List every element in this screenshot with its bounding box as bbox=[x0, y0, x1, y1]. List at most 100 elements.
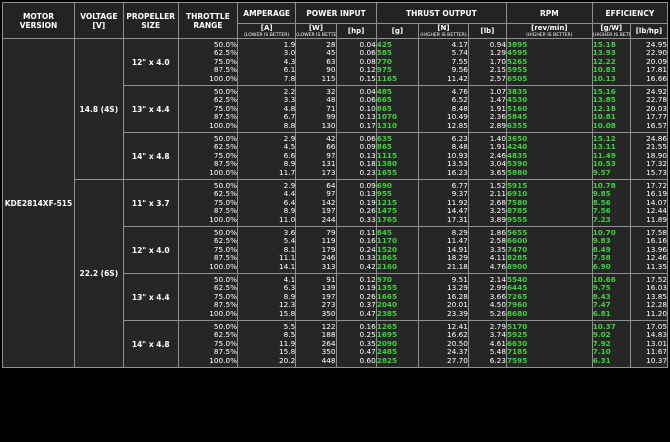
throttle-value: 87.5% bbox=[213, 159, 238, 169]
rpm-value: 5160 bbox=[506, 103, 528, 113]
grams-value: 1355 bbox=[376, 283, 398, 293]
hp-value: 0.15 bbox=[359, 73, 376, 83]
amps-value: 5.5 bbox=[283, 321, 296, 331]
gw-cell: 15.16 13.85 12.18 10.81 10.08 bbox=[591, 85, 631, 133]
watts-value: 244 bbox=[321, 214, 336, 224]
lbhp-value: 13.01 bbox=[646, 338, 667, 348]
throttle-value: 87.5% bbox=[213, 347, 238, 357]
amps-value: 4.4 bbox=[283, 189, 296, 199]
throttle-value: 100.0% bbox=[209, 167, 238, 177]
gw-value: 13.11 bbox=[592, 142, 616, 152]
amps-value: 7.8 bbox=[283, 73, 296, 83]
lbhp-cell: 17.52 16.03 13.85 12.28 11.20 bbox=[629, 273, 669, 321]
table-row: 22.2 (6S) 11" x 3.7 50.0% 62.5% 75.0% 87.5% 10… bbox=[3, 179, 669, 368]
watts-value: 264 bbox=[321, 338, 336, 348]
table-row: 14" x 4.8 50.0% 62.5% 75.0% 87.5% 100.0% 2.9 4.… bbox=[3, 132, 669, 180]
pounds-value: 2.68 bbox=[489, 197, 506, 207]
hp-cell: 0.12 0.19 0.26 0.37 0.47 bbox=[335, 273, 377, 321]
pounds-value: 1.91 bbox=[489, 103, 506, 113]
amps-value: 11.7 bbox=[279, 167, 296, 177]
amps-value: 15.8 bbox=[279, 308, 296, 318]
pounds-value: 2.36 bbox=[489, 112, 506, 122]
newtons-value: 20.01 bbox=[446, 300, 468, 310]
gw-value: 10.08 bbox=[592, 120, 616, 130]
lbhp-value: 18.90 bbox=[646, 150, 667, 160]
pounds-value: 2.99 bbox=[489, 283, 506, 293]
gw-value: 9.83 bbox=[592, 236, 611, 246]
table-row: KDE2814XF-515 14.8 (4S) 12" x 4.0 50.0% 62.5… bbox=[2, 38, 669, 368]
rpm-value: 6445 bbox=[506, 283, 528, 293]
rpm-value: 5265 bbox=[506, 56, 528, 66]
newtons-value: 11.47 bbox=[446, 236, 468, 246]
throttle-value: 87.5% bbox=[213, 300, 238, 310]
hp-value: 0.37 bbox=[359, 300, 376, 310]
watts-value: 79 bbox=[326, 227, 336, 237]
grams-value: 2160 bbox=[376, 261, 398, 271]
grams-value: 2485 bbox=[376, 347, 398, 357]
grams-value: 665 bbox=[376, 95, 392, 105]
watts-cell: 79 119 179 246 313 bbox=[295, 226, 337, 274]
throttle-value: 62.5% bbox=[213, 283, 238, 293]
watts-value: 350 bbox=[321, 347, 336, 357]
hp-value: 0.11 bbox=[359, 227, 376, 237]
throttle-value: 50.0% bbox=[213, 86, 238, 96]
amps-value: 3.6 bbox=[283, 227, 296, 237]
gw-value: 13.93 bbox=[592, 48, 616, 58]
amps-cell: 2.2 3.3 4.8 6.7 8.8 bbox=[237, 85, 297, 133]
gw-value: 12.22 bbox=[592, 56, 616, 66]
grams-value: 845 bbox=[376, 227, 392, 237]
pounds-value: 1.52 bbox=[489, 180, 506, 190]
newtons-value: 9.51 bbox=[451, 274, 468, 284]
gw-cell: 10.70 9.83 8.49 7.58 6.90 bbox=[591, 226, 631, 274]
lbhp-value: 14.07 bbox=[646, 197, 667, 207]
hp-value: 0.26 bbox=[359, 206, 376, 216]
throttle-value: 87.5% bbox=[213, 206, 238, 216]
pounds-cell: 1.52 2.11 2.68 3.25 3.89 bbox=[467, 179, 507, 227]
amps-value: 8.9 bbox=[283, 206, 296, 216]
hp-cell: 0.16 0.25 0.35 0.47 0.60 bbox=[335, 320, 377, 368]
propeller-size-cell: 13" x 4.4 bbox=[122, 85, 179, 133]
unit-hp: [hp] bbox=[335, 23, 377, 39]
hp-value: 0.06 bbox=[359, 95, 376, 105]
gw-value: 10.78 bbox=[592, 180, 616, 190]
watts-value: 139 bbox=[321, 283, 336, 293]
pounds-value: 3.66 bbox=[489, 291, 506, 301]
lbhp-cell: 24.86 21.55 18.90 17.32 15.73 bbox=[629, 132, 669, 180]
rpm-value: 6910 bbox=[506, 189, 528, 199]
amps-value: 2.9 bbox=[283, 133, 296, 143]
hp-value: 0.25 bbox=[359, 330, 376, 340]
rpm-value: 7960 bbox=[506, 300, 528, 310]
newtons-value: 10.49 bbox=[446, 112, 468, 122]
pounds-cell: 2.79 3.74 4.61 5.48 6.23 bbox=[467, 320, 507, 368]
lbhp-value: 22.90 bbox=[646, 48, 667, 58]
lbhp-cell: 17.58 16.16 13.96 12.46 11.35 bbox=[629, 226, 669, 274]
lbhp-cell: 17.05 14.83 13.01 11.67 10.37 bbox=[629, 320, 669, 368]
throttle-value: 75.0% bbox=[213, 291, 238, 301]
rpm-cell: 3895 4595 5265 5955 6505 bbox=[505, 38, 593, 86]
lbhp-value: 17.77 bbox=[646, 112, 667, 122]
newtons-value: 16.62 bbox=[446, 330, 468, 340]
rpm-value: 7470 bbox=[506, 244, 528, 254]
watts-value: 119 bbox=[321, 236, 336, 246]
gw-value: 6.31 bbox=[592, 355, 611, 365]
pounds-value: 2.14 bbox=[489, 274, 506, 284]
grams-value: 635 bbox=[376, 133, 392, 143]
grams-value: 1380 bbox=[376, 159, 398, 169]
header-efficiency: EFFICIENCY bbox=[591, 2, 669, 24]
amps-value: 6.3 bbox=[283, 283, 296, 293]
watts-value: 197 bbox=[321, 291, 336, 301]
grams-value: 1520 bbox=[376, 244, 398, 254]
amps-value: 3.0 bbox=[283, 48, 296, 58]
lbhp-value: 16.66 bbox=[646, 73, 667, 83]
amps-cell: 2.9 4.5 6.6 8.9 11.7 bbox=[237, 132, 297, 180]
pounds-value: 2.89 bbox=[489, 120, 506, 130]
performance-table: MOTOR VERSION VOLTAGE [V] PROPELLER SIZE TH… bbox=[2, 2, 669, 368]
amps-value: 6.1 bbox=[283, 65, 296, 75]
throttle-value: 87.5% bbox=[213, 253, 238, 263]
gw-value: 10.37 bbox=[592, 321, 616, 331]
unit-lb-per-hp: [lb/hp] bbox=[629, 23, 669, 39]
lbhp-value: 24.92 bbox=[646, 86, 667, 96]
pounds-value: 2.11 bbox=[489, 189, 506, 199]
gw-value: 9.02 bbox=[592, 330, 611, 340]
amps-value: 8.5 bbox=[283, 330, 296, 340]
